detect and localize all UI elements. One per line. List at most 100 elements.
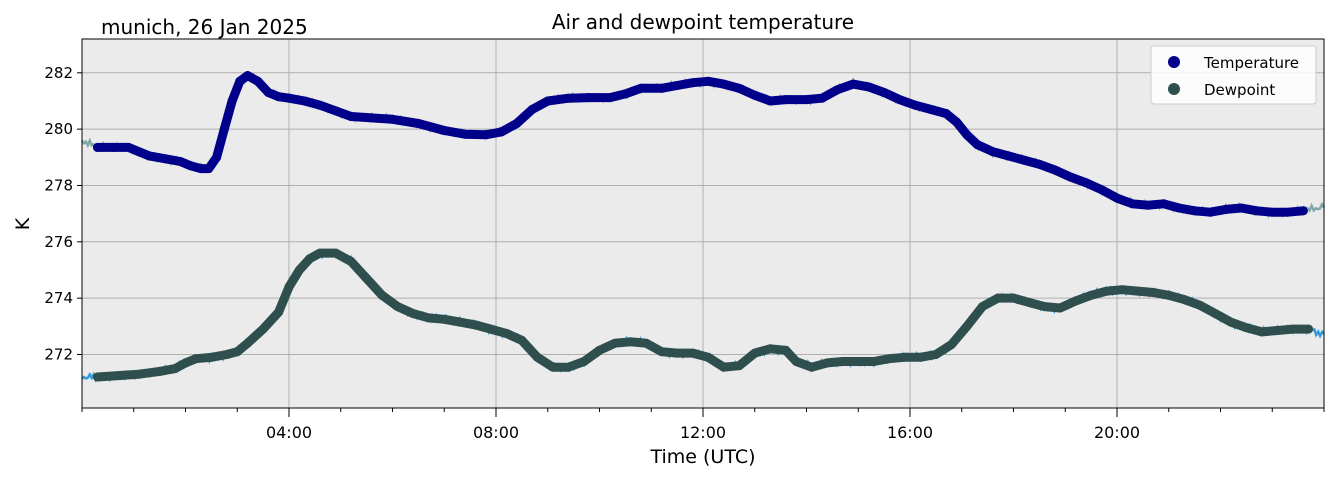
data-point-dewpoint: [486, 324, 496, 334]
data-point-temperature: [1065, 172, 1075, 182]
data-point-dewpoint: [1241, 323, 1251, 333]
data-point-dewpoint: [962, 321, 972, 331]
y-axis-label: K: [12, 217, 34, 230]
data-point-dewpoint: [900, 352, 910, 362]
data-point-temperature: [703, 76, 713, 86]
data-point-temperature: [1112, 193, 1122, 203]
data-point-temperature: [817, 93, 827, 103]
data-point-temperature: [439, 126, 449, 135]
data-point-temperature: [1283, 207, 1293, 217]
y-tick-label: 276: [44, 233, 73, 251]
data-point-temperature: [941, 109, 951, 119]
data-point-dewpoint: [181, 358, 190, 368]
data-point-temperature: [1205, 207, 1215, 217]
legend-box: [1150, 45, 1317, 105]
data-point-temperature: [367, 113, 377, 123]
data-point-temperature: [512, 119, 522, 128]
data-point-temperature: [1097, 185, 1106, 195]
data-point-dewpoint: [532, 352, 542, 362]
data-point-dewpoint: [750, 348, 760, 358]
data-point-dewpoint: [993, 293, 1003, 303]
data-point-temperature: [1034, 159, 1044, 169]
data-point-dewpoint: [1272, 326, 1282, 335]
data-point-temperature: [1252, 206, 1262, 216]
data-point-temperature: [144, 151, 154, 161]
data-point-temperature: [926, 104, 936, 114]
data-point-temperature: [243, 71, 253, 81]
data-point-dewpoint: [315, 248, 325, 258]
data-point-temperature: [1159, 199, 1169, 209]
legend-label-temperature: Temperature: [1203, 54, 1299, 72]
data-point-dewpoint: [1164, 290, 1174, 300]
data-point-temperature: [1221, 204, 1231, 214]
data-point-temperature: [160, 154, 170, 164]
data-point-temperature: [175, 157, 185, 166]
data-point-temperature: [284, 93, 294, 103]
data-point-temperature: [219, 124, 229, 134]
data-point-temperature: [657, 83, 667, 93]
x-axis-label: Time (UTC): [649, 446, 755, 468]
chart-title: Air and dewpoint temperature: [552, 10, 854, 34]
data-point-temperature: [227, 96, 237, 106]
legend-marker-dewpoint: [1168, 83, 1180, 95]
location-label: munich, 26 Jan 2025: [101, 15, 308, 39]
data-point-dewpoint: [1133, 286, 1143, 296]
data-point-temperature: [196, 164, 206, 174]
data-point-dewpoint: [579, 357, 589, 366]
y-tick-label: 272: [44, 345, 73, 363]
data-point-temperature: [413, 119, 423, 128]
data-point-temperature: [1298, 206, 1308, 216]
data-point-temperature: [848, 79, 858, 89]
data-point-dewpoint: [734, 361, 744, 371]
data-point-dewpoint: [1226, 317, 1236, 327]
data-point-dewpoint: [1210, 309, 1220, 319]
y-tick-label: 280: [44, 120, 73, 138]
y-tick-label: 278: [44, 176, 73, 194]
data-point-dewpoint: [931, 350, 941, 359]
data-point-dewpoint: [93, 372, 102, 382]
data-point-temperature: [952, 117, 962, 127]
data-point-temperature: [204, 164, 214, 174]
data-point-dewpoint: [1086, 290, 1096, 300]
data-point-temperature: [833, 85, 842, 95]
x-tick-label: 20:00: [1094, 423, 1140, 442]
data-point-temperature: [93, 142, 102, 152]
data-point-dewpoint: [1257, 327, 1267, 337]
data-point-dewpoint: [294, 265, 304, 275]
data-point-dewpoint: [1071, 296, 1081, 306]
y-tick-label: 274: [44, 289, 73, 307]
data-point-dewpoint: [807, 362, 817, 372]
data-point-dewpoint: [564, 362, 573, 372]
data-point-temperature: [962, 130, 972, 140]
data-point-temperature: [315, 100, 325, 110]
data-point-dewpoint: [672, 348, 682, 358]
data-point-temperature: [212, 152, 222, 162]
data-point-temperature: [564, 93, 573, 103]
data-point-dewpoint: [284, 282, 294, 292]
y-tick-label: 282: [44, 64, 73, 82]
data-point-dewpoint: [838, 357, 848, 366]
data-point-dewpoint: [884, 354, 894, 364]
data-point-dewpoint: [688, 348, 698, 358]
data-point-dewpoint: [1117, 285, 1127, 295]
data-point-dewpoint: [455, 317, 465, 327]
data-point-temperature: [496, 127, 506, 137]
data-point-temperature: [235, 76, 245, 86]
data-point-dewpoint: [274, 307, 284, 317]
data-point-dewpoint: [134, 369, 144, 379]
data-point-temperature: [719, 79, 729, 89]
legend-label-dewpoint: Dewpoint: [1204, 81, 1275, 99]
data-point-temperature: [1267, 207, 1277, 217]
data-point-dewpoint: [517, 335, 527, 345]
data-point-dewpoint: [191, 354, 201, 364]
data-point-dewpoint: [1148, 288, 1158, 297]
data-point-dewpoint: [1288, 324, 1298, 334]
data-point-dewpoint: [853, 357, 863, 366]
data-point-dewpoint: [258, 324, 268, 334]
data-point-dewpoint: [641, 338, 651, 348]
data-point-dewpoint: [232, 347, 242, 357]
data-point-temperature: [1236, 203, 1246, 213]
data-point-dewpoint: [305, 254, 315, 264]
legend: Temperature Dewpoint: [1150, 45, 1317, 105]
